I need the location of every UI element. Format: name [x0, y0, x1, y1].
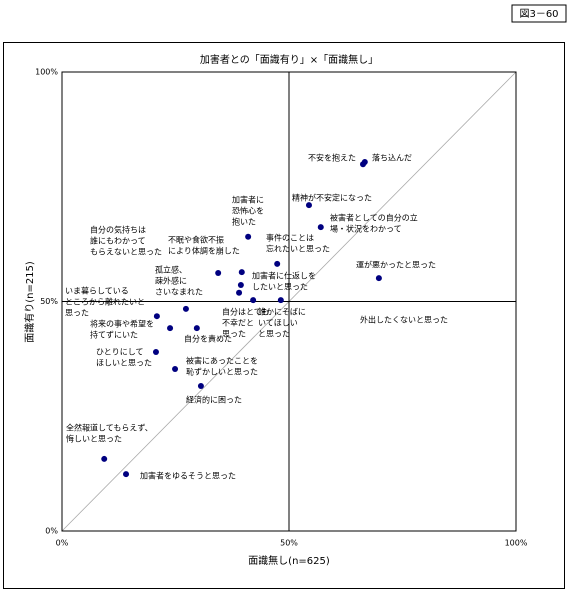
point-label: もらえないと思った: [90, 248, 162, 257]
x-tick-label: 50%: [280, 539, 298, 548]
point-label: 誰かにそばに: [258, 307, 306, 317]
point: [238, 269, 245, 276]
figure-tag: 図3－60: [519, 8, 558, 20]
point-label: と思った: [258, 330, 290, 339]
point-label: 不幸だと: [222, 319, 254, 328]
point-label: いてほしい: [258, 319, 298, 328]
point-label: 抱いた: [232, 217, 256, 227]
point-label: 忘れたいと思った: [266, 244, 330, 254]
point-label: 被害にあったことを: [186, 356, 258, 366]
point: [215, 270, 222, 277]
point: [182, 305, 189, 312]
point-label: 精神が不安定になった: [292, 193, 372, 203]
point-label: 不眠や食欲不振: [168, 235, 224, 245]
point-label: 恥ずかしいと思った: [186, 367, 258, 377]
point: [250, 297, 257, 304]
point: [375, 275, 382, 282]
point: [361, 158, 368, 165]
point: [152, 348, 159, 355]
point-label: 加害者に仕返しを: [252, 271, 316, 281]
point-label: 事件のことは: [266, 233, 314, 243]
point: [305, 202, 312, 209]
point-label: ひとりにして: [96, 348, 144, 357]
y-axis-label: 面識有り(n=215): [23, 261, 36, 343]
chart-title: 加害者との「面識有り」×「面識無し」: [200, 53, 378, 66]
x-axis-label: 面識無し(n=625): [248, 554, 330, 567]
point: [237, 281, 244, 288]
point: [193, 325, 200, 332]
point: [172, 365, 179, 372]
point-label: いま暮らしている: [65, 286, 129, 296]
point-label: ほしいと思った: [96, 359, 152, 368]
point-label: 悔しいと思った: [66, 434, 122, 444]
point: [101, 455, 108, 462]
point-label: 運が悪かったと思った: [356, 260, 436, 270]
point-label: 思った: [222, 330, 246, 339]
y-tick-label: 0%: [45, 527, 58, 536]
point-label: したいと思った: [252, 283, 308, 292]
point-label: 持てずにいた: [90, 330, 138, 340]
point: [274, 260, 281, 267]
point: [236, 289, 243, 296]
point-label: 将来の事や希望を: [90, 319, 154, 329]
x-tick-label: 100%: [505, 539, 528, 548]
point-label: 誰にもわかって: [90, 236, 146, 246]
point-label: 恐怖心を: [232, 206, 264, 216]
point: [277, 297, 284, 304]
point-label: 孤立感、: [155, 265, 187, 275]
point-label: 加害者をゆるそうと思った: [140, 471, 236, 481]
point-label: 外出したくないと思った: [360, 315, 448, 325]
y-tick-label: 100%: [35, 68, 58, 77]
point-label: 被害者としての自分の立: [330, 213, 418, 223]
point-label: 自分はとても: [222, 307, 269, 317]
point-label: により体調を崩した: [168, 246, 240, 256]
point: [317, 224, 324, 231]
point-label: 自分の気持ちは: [90, 225, 146, 235]
point: [153, 313, 160, 320]
point-label: 全然報道してもらえず、: [66, 423, 153, 433]
point: [245, 233, 252, 240]
figure-tag-box: [511, 4, 567, 23]
point-label: 場・状況をわかって: [330, 224, 402, 234]
point-label: 落ち込んだ: [372, 153, 412, 163]
point-label: 自分を責めた: [184, 334, 232, 344]
point-label: 加害者に: [232, 195, 264, 205]
point-label: 思った: [65, 309, 89, 318]
point-label: 不安を抱えた: [308, 153, 356, 163]
chart-frame: [3, 42, 565, 589]
point: [197, 382, 204, 389]
point-label: ところから離れたいと: [65, 297, 145, 307]
point-label: 経済的に困った: [186, 395, 242, 405]
point: [167, 325, 174, 332]
y-tick-label: 50%: [40, 297, 58, 306]
point: [123, 471, 130, 478]
point-label: 疎外感に: [155, 276, 187, 286]
point-label: さいなまれた: [155, 288, 203, 297]
x-tick-label: 0%: [56, 539, 69, 548]
